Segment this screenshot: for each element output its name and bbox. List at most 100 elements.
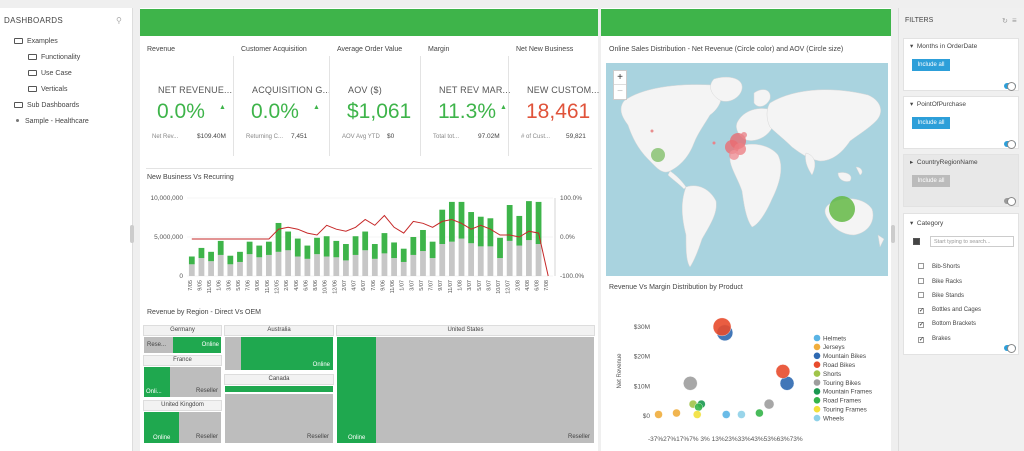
scatter-point[interactable] [712,317,732,337]
bar-recurring[interactable] [323,256,330,277]
scatter-point[interactable] [737,410,746,419]
bar-new-business[interactable] [237,251,243,262]
nav-item-sub-dashboards[interactable]: Sub Dashboards [14,102,79,109]
bar-recurring[interactable] [439,244,446,276]
treemap-online-cell[interactable]: Onli... [144,367,170,397]
chevron-right-icon[interactable]: ▸ [910,159,914,166]
treemap-cell[interactable]: Reseller [224,393,334,444]
checkbox-checked[interactable]: ✓ [918,322,925,328]
bar-new-business[interactable] [526,201,532,241]
chevron-down-icon[interactable]: ▾ [910,220,914,227]
bar-new-business[interactable] [487,218,494,247]
menu-icon[interactable]: ≡ [1012,16,1017,25]
bar-new-business[interactable] [304,245,311,259]
category-option[interactable]: ✓ Bottom Brackets [918,321,976,328]
bar-new-business[interactable] [256,245,263,258]
treemap-cell[interactable]: Rese... Online [143,336,222,354]
zoom-out-button[interactable]: − [617,86,623,97]
checkbox-checked[interactable]: ✓ [918,307,925,314]
checkbox-checked[interactable]: ✓ [918,336,925,343]
bar-recurring[interactable] [304,258,311,276]
bar-new-business[interactable] [497,237,503,259]
treemap-cell[interactable]: Online Reseller [143,411,222,444]
include-all-button[interactable]: Include all [912,175,950,187]
bar-recurring[interactable] [237,261,243,276]
scatter-point[interactable] [755,408,764,418]
treemap-online-cell[interactable]: Online [173,337,221,353]
bar-new-business[interactable] [439,209,446,245]
bar-recurring[interactable] [227,264,234,276]
nav-item-verticals[interactable]: Verticals [28,86,67,93]
bar-recurring[interactable] [217,254,224,276]
filter-toggle[interactable] [1004,197,1016,206]
bar-new-business[interactable] [400,248,407,262]
bar-new-business[interactable] [188,256,195,265]
bar-new-business[interactable] [275,222,282,252]
checkbox[interactable] [918,263,924,269]
left-panel-resize-handle[interactable] [130,225,134,243]
bar-new-business[interactable] [391,242,397,259]
scatter-point[interactable] [693,410,702,419]
bar-recurring[interactable] [198,258,205,276]
bar-recurring[interactable] [506,240,513,276]
bar-new-business[interactable] [352,236,359,255]
right-panel-resize-handle[interactable] [891,225,895,243]
bar-new-business[interactable] [429,241,436,259]
bar-recurring[interactable] [256,257,263,276]
bar-recurring[interactable] [381,253,388,276]
treemap-online-cell[interactable] [224,385,334,393]
bar-new-business[interactable] [333,240,340,258]
search-icon[interactable]: ⚲ [116,16,122,25]
treemap-online-cell[interactable]: Online [337,337,376,443]
bar-recurring[interactable] [429,258,436,276]
bar-new-business[interactable] [535,201,542,245]
bar-new-business[interactable] [458,201,465,239]
bar-new-business[interactable] [285,231,292,251]
bar-new-business[interactable] [410,237,417,255]
filter-toggle[interactable] [1004,82,1016,91]
select-all-checkbox[interactable] [913,238,920,245]
bar-new-business[interactable] [506,205,513,241]
bar-recurring[interactable] [526,240,532,276]
bar-new-business[interactable] [343,244,349,261]
bar-recurring[interactable] [333,257,340,276]
scatter-point[interactable] [763,398,775,410]
nav-item-sample-healthcare[interactable]: Sample - Healthcare [16,118,89,125]
scatter-point[interactable] [672,408,681,418]
bar-recurring[interactable] [208,261,214,276]
treemap-cell[interactable]: Online Reseller [336,336,595,444]
scatter-point[interactable] [694,402,703,412]
include-all-button[interactable]: Include all [912,117,950,129]
bar-new-business[interactable] [516,215,523,246]
bar-recurring[interactable] [294,256,301,277]
filter-toggle[interactable] [1004,140,1016,149]
bar-recurring[interactable] [362,250,369,276]
bar-recurring[interactable] [420,251,426,276]
treemap-online-cell[interactable]: Online [144,412,179,443]
bar-recurring[interactable] [487,246,494,276]
checkbox[interactable] [918,292,924,298]
category-option[interactable]: ✓ Brakes [918,336,951,343]
bar-new-business[interactable] [294,238,301,257]
bar-new-business[interactable] [477,216,484,247]
scatter-point[interactable] [775,364,791,379]
chevron-down-icon[interactable]: ▾ [910,101,914,108]
scatter-point[interactable] [722,410,731,419]
treemap-cell[interactable]: Onli... Reseller [143,366,222,398]
bar-recurring[interactable] [314,254,320,276]
bar-recurring[interactable] [188,264,195,276]
bar-recurring[interactable] [391,258,397,276]
bar-recurring[interactable] [371,258,378,276]
filter-toggle[interactable] [1004,344,1016,353]
bar-recurring[interactable] [497,258,503,276]
bar-new-business[interactable] [371,244,378,259]
bar-new-business[interactable] [448,201,455,242]
bar-recurring[interactable] [535,244,542,276]
bar-recurring[interactable] [516,245,523,276]
include-all-button[interactable]: Include all [912,59,950,71]
bar-recurring[interactable] [352,254,359,276]
zoom-in-button[interactable]: + [614,71,626,85]
bar-new-business[interactable] [314,237,320,255]
bar-recurring[interactable] [246,254,253,276]
nav-item-examples[interactable]: Examples [14,38,58,45]
